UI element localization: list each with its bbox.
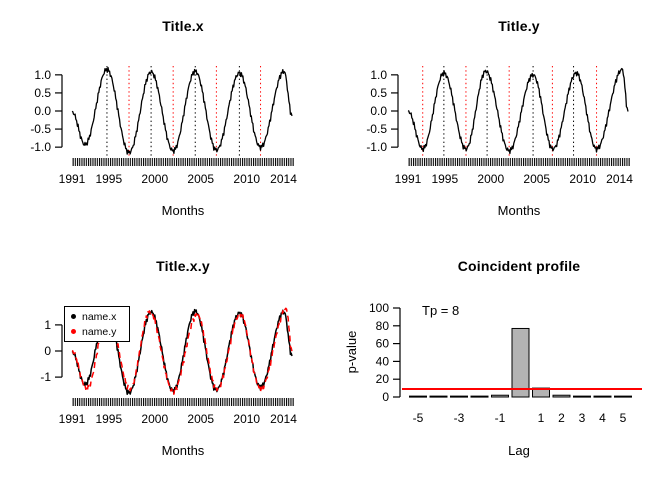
y-tick-label: 0.0 — [34, 104, 51, 118]
x-tick-label: 1991 — [395, 172, 422, 186]
y-tick-label: 0 — [382, 390, 389, 404]
x-tick-label: 2010 — [233, 172, 260, 186]
x-tick-label: -3 — [454, 411, 465, 425]
line-chart-title-x: 1.0 0.5 0.0 -0.5 -1.0 1991 1995 2000 2005 2010 201… — [30, 66, 297, 186]
bar-lag-2 — [552, 394, 571, 398]
x-tick-label: 2014 — [270, 412, 297, 426]
panel-title: Title.x.y — [156, 258, 210, 274]
legend-label: name.y — [82, 325, 117, 338]
panel-coincident-profile: 0 20 40 60 80 100 -5 -3 -1 1 2 3 4 5 Coincident profi… — [336, 240, 672, 480]
y-tick-label: 0.5 — [370, 86, 387, 100]
rug-ticks — [72, 158, 294, 166]
x-tick-label: 2005 — [187, 172, 214, 186]
x-tick-label: -5 — [413, 411, 424, 425]
x-tick-label: 1995 — [431, 172, 458, 186]
x-tick-label: 2005 — [187, 412, 214, 426]
x-tick-label: 2014 — [606, 172, 633, 186]
x-axis-label: Months — [161, 203, 205, 218]
panel-title: Title.y — [498, 18, 540, 34]
x-tick-label: 2000 — [477, 172, 504, 186]
x-axis-label: Months — [161, 443, 205, 458]
y-tick-label: -1.0 — [30, 140, 51, 154]
panel-title-x: 1.0 0.5 0.0 -0.5 -1.0 1991 1995 2000 2005 2010 201… — [0, 0, 336, 240]
y-tick-label: -0.5 — [30, 122, 51, 136]
x-tick-label: 2010 — [233, 412, 260, 426]
x-tick-label: -1 — [495, 411, 506, 425]
bar-lag--3 — [450, 395, 468, 398]
legend-point-icon — [71, 314, 76, 319]
legend-point-icon — [71, 329, 76, 334]
x-tick-label: 2005 — [523, 172, 550, 186]
y-tick-label: 0.5 — [34, 86, 51, 100]
panel-title-x-y: 1 0 -1 1991 1995 2000 2005 2010 2014 Title.x.y n… — [0, 240, 336, 480]
legend-label: name.x — [82, 310, 117, 323]
bar-lag--2 — [470, 395, 489, 398]
y-tick-label: 1 — [44, 318, 51, 332]
panel-title: Title.x — [162, 18, 204, 34]
y-tick-label: 80 — [376, 319, 390, 333]
y-tick-label: 1.0 — [34, 68, 51, 82]
tp-annotation: Tp = 8 — [422, 303, 460, 318]
legend: name.x name.y — [64, 306, 130, 342]
panel-title: Coincident profile — [457, 258, 581, 274]
bar-lag-0 — [511, 327, 530, 398]
y-tick-label: 20 — [376, 372, 390, 386]
legend-item-name-y: name.y — [71, 324, 129, 339]
x-tick-label: 3 — [579, 411, 586, 425]
bar-lag-5 — [614, 395, 632, 398]
y-axis-label: p-value — [344, 330, 359, 374]
bar-chart-coincident-profile: 0 20 40 60 80 100 -5 -3 -1 1 2 3 4 5 — [369, 301, 642, 425]
y-tick-label: 40 — [376, 354, 390, 368]
panel-title-y: 1.0 0.5 0.0 -0.5 -1.0 1991 1995 2000 2005 2010 201… — [336, 0, 672, 240]
series-line-x — [71, 66, 293, 155]
y-tick-label: -1.0 — [366, 140, 387, 154]
x-tick-label: 1991 — [59, 172, 86, 186]
x-axis-label: Lag — [508, 443, 530, 458]
x-tick-label: 2000 — [141, 172, 168, 186]
x-tick-label: 1991 — [59, 412, 86, 426]
x-tick-label: 1995 — [95, 412, 122, 426]
rug-ticks — [72, 398, 294, 406]
bar-lag-4 — [593, 395, 612, 398]
y-tick-label: 0.0 — [370, 104, 387, 118]
bar-lag--4 — [429, 395, 448, 398]
line-chart-title-y: 1.0 0.5 0.0 -0.5 -1.0 1991 1995 2000 2005 2010 201… — [366, 66, 633, 186]
x-axis-label: Months — [497, 203, 541, 218]
y-tick-label: -0.5 — [366, 122, 387, 136]
y-tick-label: 1.0 — [370, 68, 387, 82]
legend-item-name-x: name.x — [71, 309, 129, 324]
x-tick-label: 4 — [599, 411, 606, 425]
bar-lag--1 — [491, 394, 509, 398]
x-tick-label: 2014 — [270, 172, 297, 186]
y-tick-label: -1 — [40, 370, 51, 384]
rug-ticks — [408, 158, 630, 166]
y-tick-label: 100 — [369, 301, 389, 315]
y-tick-label: 0 — [44, 344, 51, 358]
x-tick-label: 5 — [620, 411, 627, 425]
x-tick-label: 1 — [538, 411, 545, 425]
x-tick-label: 2 — [558, 411, 565, 425]
x-tick-label: 1995 — [95, 172, 122, 186]
bar-lag-3 — [573, 395, 591, 398]
y-tick-label: 60 — [376, 337, 390, 351]
series-line-y — [407, 67, 629, 155]
x-tick-label: 2000 — [141, 412, 168, 426]
x-tick-label: 2010 — [569, 172, 596, 186]
bar-lag--5 — [409, 395, 427, 398]
